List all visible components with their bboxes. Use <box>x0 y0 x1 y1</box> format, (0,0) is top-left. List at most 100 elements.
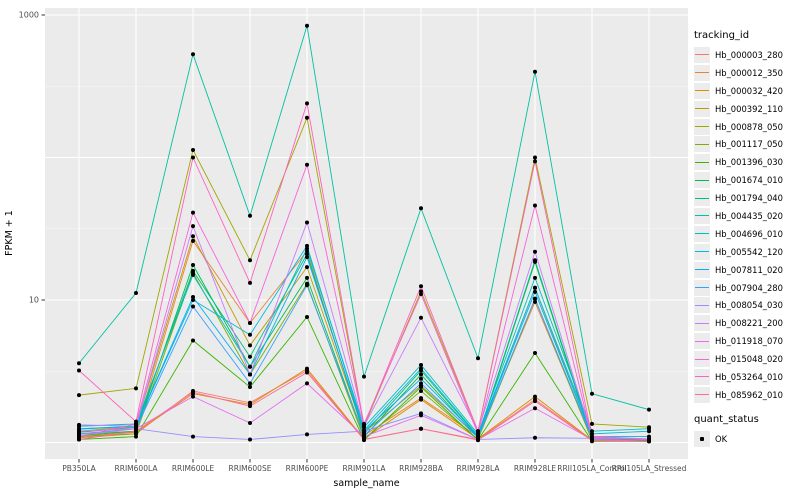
legend-label: Hb_000032_420 <box>715 85 783 96</box>
legend-item: Hb_001794_040 <box>694 189 800 207</box>
legend-key <box>694 172 710 189</box>
legend-key <box>694 82 710 99</box>
legend-label: Hb_001674_010 <box>715 175 783 186</box>
legend-item: Hb_001674_010 <box>694 171 800 189</box>
legend-label-ok: OK <box>715 433 728 444</box>
legend-item: Hb_008221_200 <box>694 314 800 332</box>
legend-label: Hb_005542_120 <box>715 246 783 257</box>
svg-text:RRIM928BA: RRIM928BA <box>399 464 444 473</box>
legend-item: Hb_005542_120 <box>694 243 800 261</box>
legend-key <box>694 333 710 350</box>
legend-label: Hb_007904_280 <box>715 282 783 293</box>
legend-label: Hb_008221_200 <box>715 318 783 329</box>
series-color-line-icon <box>695 287 709 289</box>
legend-key <box>694 243 710 260</box>
legend-key <box>694 315 710 332</box>
axis-ticks <box>41 14 650 463</box>
series-color-line-icon <box>695 179 709 181</box>
gridlines-major-y <box>45 14 688 444</box>
svg-text:RRIM928LA: RRIM928LA <box>457 464 501 473</box>
legend-label: Hb_001117_050 <box>715 139 783 150</box>
svg-text:RRIM600LE: RRIM600LE <box>172 464 215 473</box>
legend-key <box>694 64 710 81</box>
legend-item: Hb_000003_280 <box>694 46 800 64</box>
series-color-line-icon <box>695 90 709 92</box>
series-color-line-icon <box>695 108 709 110</box>
series-color-line-icon <box>695 143 709 145</box>
legend-key-ok <box>694 430 710 447</box>
legend-label: Hb_001794_040 <box>715 193 783 204</box>
x-tick-labels: PB350LA RRIM600LA RRIM600LE RRIM600SE RRIM60… <box>62 464 686 473</box>
svg-text:RRIM600PE: RRIM600PE <box>286 464 329 473</box>
legend-item: Hb_007904_280 <box>694 279 800 297</box>
legend-quant-status-block: quant_status OK <box>694 414 800 448</box>
series-color-line-icon <box>695 251 709 253</box>
series-color-line-icon <box>695 269 709 271</box>
legend-item: Hb_004435_020 <box>694 207 800 225</box>
series-color-line-icon <box>695 126 709 127</box>
y-tick-labels: 1000 10 <box>19 11 39 305</box>
y-axis-title: FPKM + 1 <box>4 210 15 256</box>
legend-key <box>694 386 710 403</box>
legend-label: Hb_085962_010 <box>715 389 783 400</box>
legend-item: Hb_000392_110 <box>694 100 800 118</box>
svg-text:PB350LA: PB350LA <box>62 464 96 473</box>
point-marker-icon <box>700 436 704 441</box>
legend-key <box>694 154 710 171</box>
series-color-line-icon <box>695 197 709 199</box>
legend-item: Hb_053264_010 <box>694 368 800 386</box>
legend-item: Hb_000032_420 <box>694 82 800 100</box>
legend-label: Hb_008054_030 <box>715 300 783 311</box>
legend-item: Hb_000012_350 <box>694 64 800 82</box>
series-color-line-icon <box>695 394 709 396</box>
legend-item: Hb_007811_020 <box>694 261 800 279</box>
legend-key <box>694 190 710 207</box>
legend-key <box>694 100 710 117</box>
legend-label: Hb_007811_020 <box>715 264 783 275</box>
legend-label: Hb_001396_030 <box>715 157 783 168</box>
legend-item: Hb_085962_010 <box>694 386 800 404</box>
x-axis-title: sample_name <box>333 478 399 489</box>
legend-label: Hb_011918_070 <box>715 336 783 347</box>
series-color-line-icon <box>695 304 709 306</box>
series-points <box>77 23 651 444</box>
series-color-line-icon <box>695 54 709 56</box>
series-color-line-icon <box>695 376 709 378</box>
legend-label: Hb_004435_020 <box>715 210 783 221</box>
svg-text:RRIM928LE: RRIM928LE <box>514 464 557 473</box>
legend-title-quant-status: quant_status <box>694 413 759 425</box>
series-color-line-icon <box>695 358 709 360</box>
legend-key <box>694 261 710 278</box>
series-color-line-icon <box>695 215 709 217</box>
svg-text:RRII105LA_Control: RRII105LA_Control <box>557 464 627 473</box>
svg-text:1000: 1000 <box>19 11 39 20</box>
series-color-line-icon <box>695 340 709 342</box>
legend-item: Hb_001117_050 <box>694 135 800 153</box>
series-color-line-icon <box>695 161 709 163</box>
legend-item: Hb_001396_030 <box>694 153 800 171</box>
legend-tracking-rows: Hb_000003_280 Hb_000012_350 Hb_000032_420 H… <box>694 46 800 404</box>
legend-item: Hb_004696_010 <box>694 225 800 243</box>
legend: tracking_id Hb_000003_280 Hb_000012_350 Hb… <box>694 30 800 448</box>
legend-item: Hb_015048_020 <box>694 350 800 368</box>
legend-label: Hb_015048_020 <box>715 354 783 365</box>
legend-label: Hb_000392_110 <box>715 103 783 114</box>
legend-key <box>694 297 710 314</box>
legend-label: Hb_000878_050 <box>715 121 783 132</box>
legend-key <box>694 46 710 63</box>
series-color-line-icon <box>695 72 709 74</box>
legend-label: Hb_053264_010 <box>715 371 783 382</box>
series-color-line-icon <box>695 322 709 324</box>
svg-text:RRIM600SE: RRIM600SE <box>229 464 272 473</box>
svg-text:RRIM600LA: RRIM600LA <box>115 464 159 473</box>
legend-key <box>694 118 710 135</box>
legend-title-tracking-id: tracking_id <box>694 30 750 41</box>
svg-text:RRII105LA_Stressed: RRII105LA_Stressed <box>612 464 687 473</box>
legend-key <box>694 225 710 242</box>
legend-key <box>694 279 710 296</box>
legend-item-ok: OK <box>694 430 800 448</box>
svg-text:10: 10 <box>29 296 39 305</box>
legend-label: Hb_004696_010 <box>715 228 783 239</box>
